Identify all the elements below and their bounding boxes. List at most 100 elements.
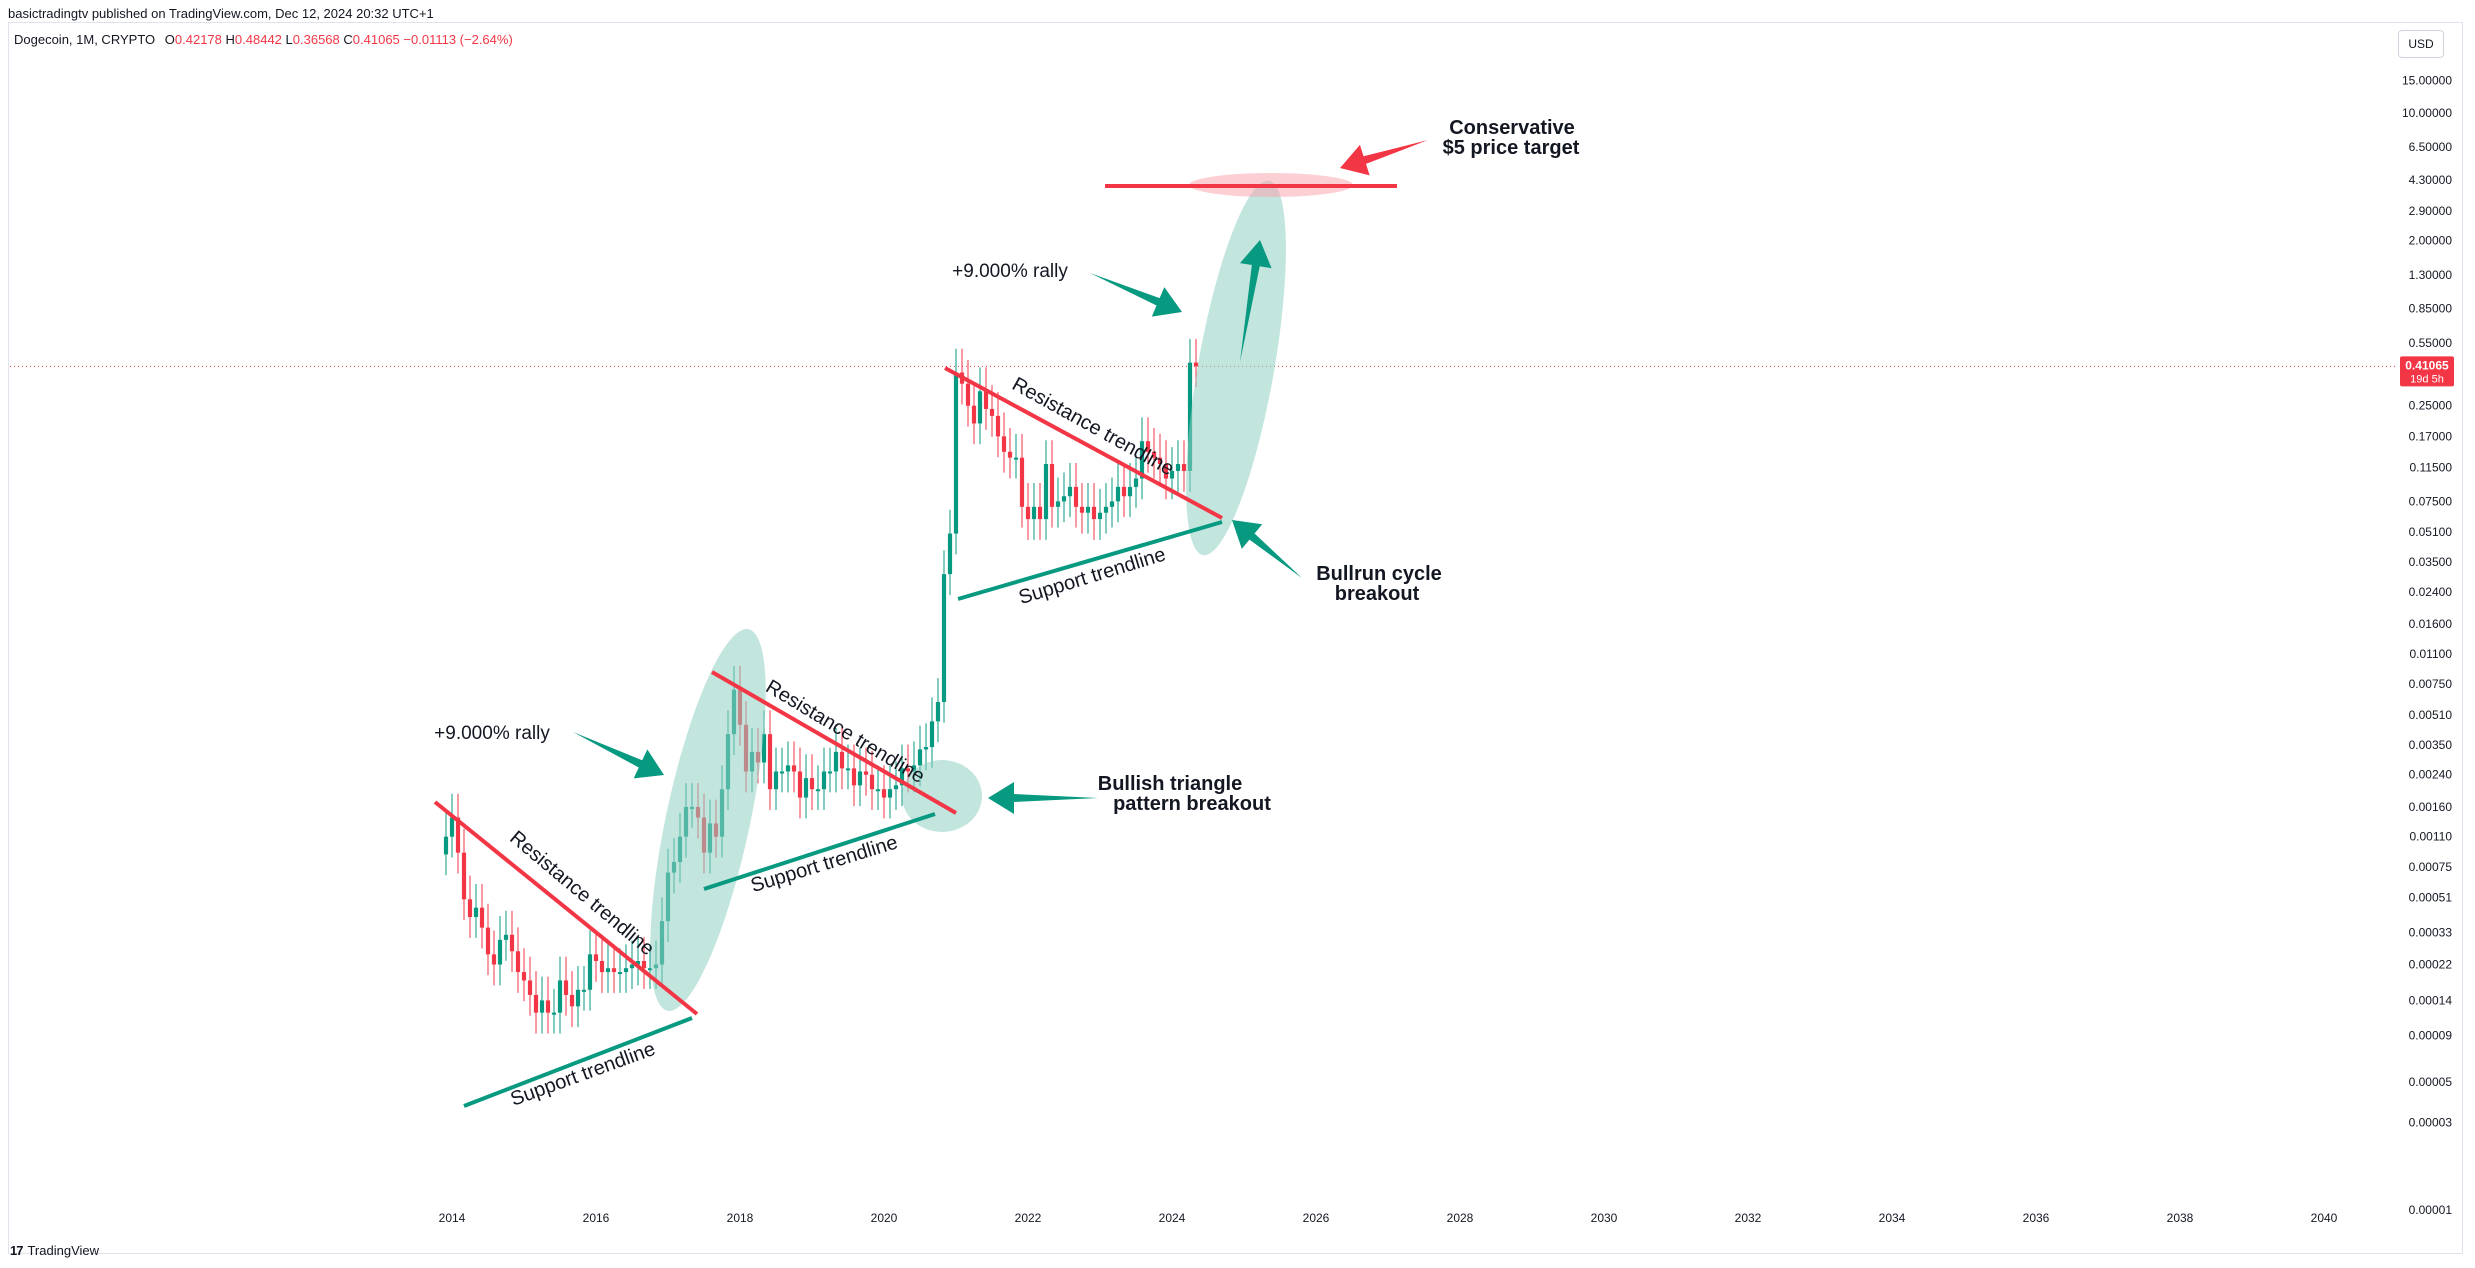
trendline-label: Support trendline xyxy=(508,1038,659,1111)
y-tick-label: 2.00000 xyxy=(2409,234,2453,248)
y-tick-label: 0.00033 xyxy=(2409,925,2453,939)
y-tick-label: 0.01100 xyxy=(2410,647,2453,661)
y-tick-label: 0.00051 xyxy=(2409,891,2453,905)
rally-arrow-2 xyxy=(1090,273,1182,317)
target-pointer-arrow xyxy=(1340,140,1428,176)
candle-body xyxy=(1019,457,1025,507)
candle-body xyxy=(443,836,449,855)
candle-body xyxy=(1187,362,1193,471)
resistance-line-3 xyxy=(944,366,1223,520)
rally-label-1: +9.000% rally xyxy=(434,723,550,744)
candle-body xyxy=(977,391,983,424)
candle-body xyxy=(563,980,569,995)
candle-body xyxy=(491,954,497,965)
target-label: $5 price target xyxy=(1443,137,1580,159)
y-tick-label: 0.17000 xyxy=(2409,429,2453,443)
support-line-3 xyxy=(957,520,1223,601)
candle-body xyxy=(875,789,881,792)
candle-body xyxy=(449,817,455,837)
candle-body xyxy=(617,972,623,975)
footer: 17 TradingView xyxy=(10,1243,99,1258)
candle-body xyxy=(1049,464,1055,507)
y-tick-label: 6.50000 xyxy=(2409,140,2453,154)
candle-body xyxy=(953,372,959,534)
y-tick-label: 0.00005 xyxy=(2409,1075,2453,1089)
y-tick-label: 0.00009 xyxy=(2409,1028,2453,1042)
candle-body xyxy=(503,934,509,940)
candle-body xyxy=(1067,486,1073,497)
y-tick-label: 2.90000 xyxy=(2409,204,2453,218)
candle-body xyxy=(599,960,605,973)
candle-body xyxy=(965,383,971,406)
candle-body xyxy=(1043,464,1049,520)
candle-body xyxy=(467,899,473,918)
candle-body xyxy=(917,749,923,766)
candle-body xyxy=(995,415,1001,437)
candle-body xyxy=(1097,512,1103,520)
candle-body xyxy=(611,968,617,973)
candle-body xyxy=(935,701,941,722)
breakout-arrow xyxy=(988,782,1098,814)
candle-body xyxy=(971,405,977,424)
candle-body xyxy=(851,768,857,786)
candle-body xyxy=(815,789,821,792)
candle-body xyxy=(1175,464,1181,471)
candle-body xyxy=(557,980,563,1013)
candle-body xyxy=(1091,506,1097,520)
y-tick-label: 0.00003 xyxy=(2409,1116,2453,1130)
candle-body xyxy=(1139,441,1145,479)
candle-body xyxy=(869,774,875,790)
candle-body xyxy=(509,934,515,952)
bullrun-label: breakout xyxy=(1335,583,1420,605)
x-tick-label: 2032 xyxy=(1735,1211,1762,1225)
x-tick-label: 2024 xyxy=(1159,1211,1186,1225)
countdown-label: 19d 5h xyxy=(2410,373,2444,385)
candle-body xyxy=(1001,436,1007,452)
y-tick-label: 0.55000 xyxy=(2409,336,2453,350)
candle-body xyxy=(539,1000,545,1013)
candle-body xyxy=(791,765,797,772)
candle-body xyxy=(1145,441,1151,452)
y-tick-label: 0.01600 xyxy=(2409,617,2453,631)
y-tick-label: 0.00014 xyxy=(2409,993,2453,1007)
candle-body xyxy=(845,768,851,771)
currency-button[interactable]: USD xyxy=(2398,30,2444,58)
x-tick-label: 2034 xyxy=(1879,1211,1906,1225)
x-tick-label: 2020 xyxy=(871,1211,898,1225)
candle-body xyxy=(1163,464,1169,479)
candle-body xyxy=(1193,362,1199,367)
candle-body xyxy=(581,989,587,992)
y-tick-label: 0.00022 xyxy=(2409,958,2453,972)
last-price-badge xyxy=(2400,356,2454,387)
y-tick-label: 0.02400 xyxy=(2409,585,2453,599)
candle-body xyxy=(1115,486,1121,502)
candle-body xyxy=(1007,451,1013,458)
candle-body xyxy=(989,408,995,416)
y-tick-label: 4.30000 xyxy=(2409,173,2453,187)
bullrun-arrow xyxy=(1232,520,1302,578)
candle-body xyxy=(839,751,845,769)
candle-body xyxy=(857,771,863,786)
candle-body xyxy=(767,734,773,790)
candle-body xyxy=(461,852,467,900)
candle-body xyxy=(497,939,503,965)
y-tick-label: 0.85000 xyxy=(2409,302,2453,316)
candle-body xyxy=(905,768,911,772)
candle-body xyxy=(1037,506,1043,520)
candle-body xyxy=(1025,506,1031,520)
resistance-line-1 xyxy=(433,800,699,1016)
candle-body xyxy=(1031,506,1037,520)
candle-body xyxy=(1079,506,1085,513)
x-tick-label: 2038 xyxy=(2167,1211,2194,1225)
bullrun-label: Bullrun cycle xyxy=(1316,563,1442,585)
candle-body xyxy=(821,771,827,790)
candle-body xyxy=(623,968,629,973)
breakout-label: Bullish triangle xyxy=(1098,773,1242,795)
rally-highlight-2 xyxy=(1186,180,1286,556)
tradingview-logo-icon: 17 xyxy=(10,1243,24,1258)
candle-body xyxy=(863,771,869,775)
candle-body xyxy=(479,907,485,928)
y-tick-label: 0.00240 xyxy=(2409,768,2453,782)
target-label: Conservative xyxy=(1449,117,1575,139)
